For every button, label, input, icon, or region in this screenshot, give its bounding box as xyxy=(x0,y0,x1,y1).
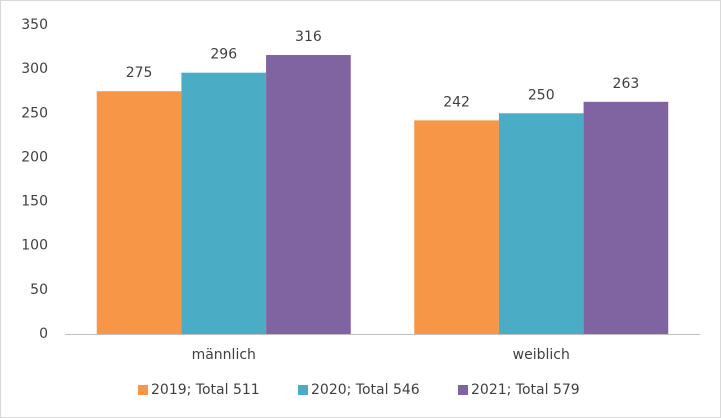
bar xyxy=(498,113,584,335)
bar xyxy=(583,101,669,335)
legend-label: 2020; Total 546 xyxy=(311,382,420,398)
y-tick-label: 50 xyxy=(30,282,48,298)
y-tick-label: 300 xyxy=(21,61,48,77)
bar xyxy=(414,120,499,334)
value-label: 275 xyxy=(126,65,153,81)
legend-label: 2019; Total 511 xyxy=(151,382,260,398)
bar xyxy=(181,72,267,334)
y-tick-label: 250 xyxy=(21,105,48,121)
y-tick-label: 150 xyxy=(21,194,48,210)
legend-swatch xyxy=(458,385,468,395)
y-tick-label: 350 xyxy=(21,17,48,33)
value-label: 250 xyxy=(528,87,555,103)
bar xyxy=(266,55,351,334)
x-tick-label: männlich xyxy=(192,347,256,363)
y-tick-label: 100 xyxy=(21,238,48,254)
legend-label: 2021; Total 579 xyxy=(471,382,580,398)
legend-swatch xyxy=(298,385,308,395)
y-tick-label: 0 xyxy=(39,326,48,342)
value-label: 242 xyxy=(443,94,470,110)
x-tick-label: weiblich xyxy=(513,347,570,363)
value-label: 263 xyxy=(613,76,640,92)
legend-swatch xyxy=(138,385,148,395)
value-label: 316 xyxy=(295,29,322,45)
y-tick-label: 200 xyxy=(21,149,48,165)
value-label: 296 xyxy=(210,47,237,63)
bar xyxy=(96,91,182,334)
